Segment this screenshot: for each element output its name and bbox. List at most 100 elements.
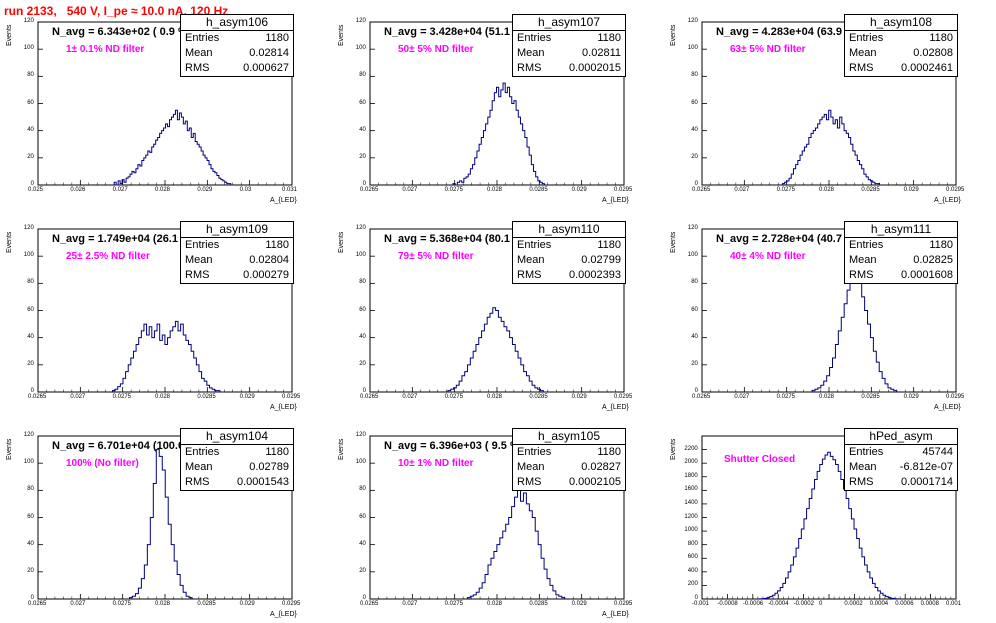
stats-value: 1180 — [597, 239, 621, 251]
y-tick-label: 0 — [362, 595, 366, 601]
y-tick-label: 20 — [691, 360, 698, 367]
filter-annotation: 100% (No filter) — [66, 458, 139, 469]
stats-value: 0.000279 — [243, 269, 289, 281]
histogram-series-h_asym110 — [447, 307, 547, 393]
x-tick-label: 0.03 — [239, 187, 252, 193]
stats-histogram-name: h_asym109 — [181, 222, 293, 238]
x-tick-label: 0.025 — [28, 187, 44, 193]
x-tick-label: 0.0275 — [112, 394, 132, 400]
filter-annotation: Shutter Closed — [724, 454, 796, 465]
stats-row-rms: RMS 0.0001608 — [845, 268, 957, 283]
stats-row-mean: Mean 0.02804 — [181, 253, 293, 268]
x-tick-label: 0.0285 — [529, 187, 548, 193]
y-tick-label: 120 — [355, 225, 366, 231]
x-tick-label: 0.029 — [197, 187, 213, 193]
histogram-pad-h_asym111: 0.0265 0.027 0.0275 0.028 0.0285 0.029 0.0295 0… — [664, 209, 996, 416]
x-tick-label: 0.031 — [282, 187, 298, 193]
x-tick-label: 0.028 — [487, 187, 503, 193]
y-tick-label: 0 — [362, 181, 366, 187]
x-tick-label: 0.0285 — [529, 394, 548, 400]
y-axis-label: Events — [670, 231, 677, 253]
y-tick-label: 80 — [691, 279, 698, 286]
stats-key: Mean — [517, 254, 545, 266]
y-tick-label: 60 — [359, 99, 366, 106]
x-axis-label: A_{LED} — [934, 197, 961, 204]
histogram-title: N_avg = 6.396e+03 ( 9.5 %) — [384, 440, 524, 452]
stats-key: Mean — [185, 47, 213, 59]
x-tick-label: 0.028 — [819, 394, 835, 400]
stats-key: Mean — [185, 254, 213, 266]
x-tick-label: 0.029 — [903, 394, 919, 400]
y-axis-label: Events — [670, 438, 677, 460]
filter-annotation: 63± 5% ND filter — [730, 44, 806, 55]
filter-annotation: 25± 2.5% ND filter — [66, 251, 150, 262]
stats-row-mean: Mean 0.02825 — [845, 253, 957, 268]
stats-key: Entries — [849, 32, 884, 44]
histogram-title: N_avg = 1.749e+04 (26.1 %) — [52, 233, 195, 245]
stats-value: 0.0001608 — [901, 269, 953, 281]
filter-annotation: 40± 4% ND filter — [730, 251, 806, 262]
stats-key: RMS — [185, 269, 210, 281]
stats-row-entries: Entries 45744 — [845, 445, 957, 460]
x-axis-label: A_{LED} — [602, 404, 629, 411]
stats-row-mean: Mean 0.02808 — [845, 46, 957, 61]
stats-key: RMS — [517, 62, 542, 74]
x-axis-label: A_{LED} — [934, 404, 961, 411]
y-tick-label: 80 — [27, 279, 34, 286]
stats-key: Mean — [517, 47, 545, 59]
x-tick-label: 0.0265 — [360, 601, 379, 607]
y-tick-label: 80 — [359, 279, 366, 286]
x-tick-label: 0.027 — [402, 601, 418, 607]
histogram-svg — [369, 21, 625, 186]
stats-value: 1180 — [597, 32, 621, 44]
x-tick-label: 0.0285 — [861, 394, 880, 400]
y-axis-label: Events — [6, 231, 13, 253]
histogram-title: N_avg = 4.283e+04 (63.9 %) — [716, 26, 859, 38]
histogram-pad-h_asym107: 0.0265 0.027 0.0275 0.028 0.0285 0.029 0.0295 0… — [332, 2, 664, 209]
y-tick-label: 60 — [359, 513, 366, 520]
stats-value: 1180 — [265, 239, 289, 251]
y-tick-label: 40 — [359, 333, 366, 340]
stats-box: h_asym110 Entries 1180 Mean 0.02799 RMS 0.0002… — [512, 221, 626, 284]
x-tick-label: 0.029 — [239, 601, 255, 607]
stats-row-mean: Mean 0.02811 — [513, 46, 625, 61]
histogram-svg — [369, 435, 625, 600]
y-tick-label: 80 — [359, 486, 366, 493]
stats-value: 0.02799 — [581, 254, 621, 266]
x-tick-label: 0.027 — [734, 187, 750, 193]
histogram-svg — [701, 21, 957, 186]
stats-value: 0.0002461 — [901, 62, 953, 74]
x-tick-label: 0.029 — [571, 601, 587, 607]
stats-key: RMS — [185, 476, 210, 488]
y-tick-label: 0 — [30, 181, 34, 187]
y-tick-label: 0 — [694, 388, 698, 394]
stats-row-entries: Entries 1180 — [513, 445, 625, 460]
stats-value: 45744 — [922, 446, 953, 458]
y-tick-label: 1000 — [684, 527, 698, 534]
x-axis-label: A_{LED} — [602, 197, 629, 204]
stats-value: -6.812e-07 — [899, 461, 953, 473]
y-tick-label: 200 — [687, 581, 698, 588]
y-tick-label: 80 — [691, 72, 698, 79]
histogram-svg — [37, 21, 293, 186]
x-tick-label: 0.027 — [734, 394, 750, 400]
stats-key: Mean — [185, 461, 213, 473]
y-tick-label: 2200 — [684, 445, 698, 452]
stats-histogram-name: h_asym107 — [513, 15, 625, 31]
histogram-title: N_avg = 6.701e+04 (100.0 %) — [52, 440, 201, 452]
stats-value: 1180 — [597, 446, 621, 458]
x-tick-label: 0.0275 — [444, 601, 464, 607]
stats-value: 0.02808 — [913, 47, 953, 59]
stats-row-entries: Entries 1180 — [181, 31, 293, 46]
x-tick-label: 0.0008 — [920, 601, 939, 607]
stats-box: h_asym107 Entries 1180 Mean 0.02811 RMS 0.0002… — [512, 14, 626, 77]
histogram-series-h_asym104 — [128, 449, 193, 599]
y-tick-label: 0 — [30, 595, 34, 601]
y-tick-label: 1400 — [684, 499, 698, 506]
stats-histogram-name: h_asym111 — [845, 222, 957, 238]
stats-box: h_asym111 Entries 1180 Mean 0.02825 RMS 0.0001… — [844, 221, 958, 284]
y-tick-label: 1200 — [684, 513, 698, 520]
x-tick-label: 0.0285 — [529, 601, 548, 607]
stats-histogram-name: h_asym108 — [845, 15, 957, 31]
